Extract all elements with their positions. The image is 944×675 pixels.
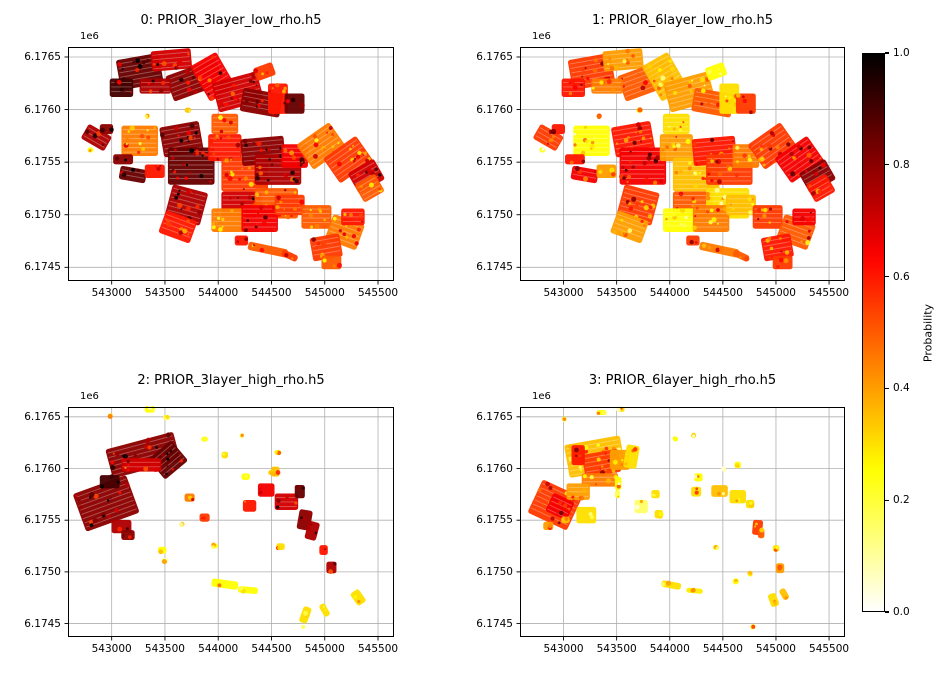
colorbar-tick-1.0: 1.0	[893, 47, 910, 59]
subplot-2-title: 2: PRIOR_3layer_high_rho.h5	[137, 373, 325, 388]
colorbar-tick-mark	[885, 387, 889, 389]
subplot-1-xtick-544500: 544500	[702, 287, 743, 299]
colorbar-gradient	[862, 53, 885, 612]
subplot-2-ytick-6.1765: 6.1765	[24, 410, 61, 423]
subplot-2-ytick-6.1745: 6.1745	[24, 617, 61, 630]
subplot-1-xtick-543500: 543500	[596, 287, 637, 299]
subplot-2-y-offset-label: 1e6	[80, 391, 99, 402]
subplot-1-ytick-6.1755: 6.1755	[476, 156, 513, 169]
subplot-0: 0: PRIOR_3layer_low_rho.h5 1e6 6.1765 6.1…	[24, 13, 398, 299]
subplot-2-xtick-544500: 544500	[251, 643, 292, 655]
subplot-1-xtick-543000: 543000	[543, 287, 584, 299]
subplot-0-canvas	[64, 47, 394, 285]
subplot-2-canvas	[64, 405, 394, 641]
subplot-0-xtick-543000: 543000	[91, 287, 132, 299]
subplot-3-xtick-544500: 544500	[702, 643, 743, 655]
subplot-1-canvas	[516, 47, 845, 285]
subplot-0-xtick-544500: 544500	[251, 287, 292, 299]
subplot-0-title: 0: PRIOR_3layer_low_rho.h5	[140, 13, 322, 28]
subplot-3-ytick-6.1765: 6.1765	[476, 410, 513, 423]
subplot-3: 3: PRIOR_6layer_high_rho.h5 1e6 6.1765 6.…	[476, 373, 849, 655]
subplot-3-xtick-543500: 543500	[596, 643, 637, 655]
subplot-0-xtick-544000: 544000	[198, 287, 239, 299]
subplot-2-xtick-543000: 543000	[91, 643, 132, 655]
subplot-3-xtick-543000: 543000	[543, 643, 584, 655]
colorbar-tick-0.0: 0.0	[893, 606, 910, 618]
subplot-3-y-offset-label: 1e6	[532, 391, 551, 402]
colorbar-tick-mark	[885, 611, 889, 613]
subplot-1-title: 1: PRIOR_6layer_low_rho.h5	[591, 13, 774, 28]
colorbar-tick-0.8: 0.8	[893, 158, 910, 171]
subplot-0-xtick-545000: 545000	[304, 287, 345, 299]
subplot-2-xtick-544000: 544000	[198, 643, 239, 655]
subplot-1-y-offset-label: 1e6	[532, 31, 551, 42]
subplot-2-xtick-543500: 543500	[144, 643, 185, 655]
subplot-3-title: 3: PRIOR_6layer_high_rho.h5	[588, 373, 777, 388]
subplot-3-xtick-545500: 545500	[809, 643, 850, 655]
subplot-0-ytick-6.1755: 6.1755	[24, 156, 61, 169]
subplot-1-xtick-544000: 544000	[649, 287, 690, 299]
colorbar-axis-label: Probability	[921, 303, 935, 362]
subplot-2-ytick-6.1760: 6.1760	[24, 462, 61, 475]
colorbar-tick-mark	[885, 164, 889, 166]
subplot-0-ytick-6.1760: 6.1760	[24, 103, 61, 116]
colorbar-tick-0.6: 0.6	[893, 270, 910, 283]
subplot-1-ytick-6.1760: 6.1760	[476, 103, 513, 116]
subplot-3-ytick-6.1750: 6.1750	[476, 565, 513, 578]
subplot-0-xtick-545500: 545500	[357, 287, 399, 299]
subplot-3-canvas	[516, 406, 845, 641]
subplot-1-ytick-6.1745: 6.1745	[476, 261, 513, 274]
subplot-1-ytick-6.1750: 6.1750	[476, 208, 513, 221]
subplot-1-xtick-545000: 545000	[755, 287, 796, 299]
subplot-1-ytick-6.1765: 6.1765	[476, 50, 513, 63]
subplot-0-ytick-6.1765: 6.1765	[24, 50, 61, 63]
subplot-0-ytick-6.1745: 6.1745	[24, 261, 61, 274]
subplot-0-y-offset-label: 1e6	[80, 31, 99, 42]
subplot-3-xtick-545000: 545000	[755, 643, 796, 655]
subplot-2-ytick-6.1755: 6.1755	[24, 514, 61, 527]
colorbar-tick-0.4: 0.4	[893, 382, 910, 395]
subplot-2: 2: PRIOR_3layer_high_rho.h5 1e6 6.1765 6.…	[24, 373, 398, 655]
colorbar-tick-mark	[885, 499, 889, 501]
subplot-2-ytick-6.1750: 6.1750	[24, 565, 61, 578]
colorbar-tick-mark	[885, 52, 889, 54]
subplot-3-xtick-544000: 544000	[649, 643, 690, 655]
colorbar-tick-0.2: 0.2	[893, 494, 910, 507]
subplot-3-ytick-6.1755: 6.1755	[476, 514, 513, 527]
subplot-2-xtick-545000: 545000	[304, 643, 345, 655]
subplot-1-xtick-545500: 545500	[809, 287, 850, 299]
colorbar-tick-mark	[885, 276, 889, 278]
colorbar: 1.0 0.8 0.6 0.4 0.2 0.0 Probability	[862, 47, 935, 618]
subplot-0-ytick-6.1750: 6.1750	[24, 208, 61, 221]
subplot-3-ytick-6.1745: 6.1745	[476, 617, 513, 630]
subplot-3-ytick-6.1760: 6.1760	[476, 462, 513, 475]
subplot-0-xtick-543500: 543500	[144, 287, 185, 299]
subplot-1: 1: PRIOR_6layer_low_rho.h5 1e6 6.1765 6.1…	[476, 13, 849, 299]
subplot-2-xtick-545500: 545500	[357, 643, 399, 655]
